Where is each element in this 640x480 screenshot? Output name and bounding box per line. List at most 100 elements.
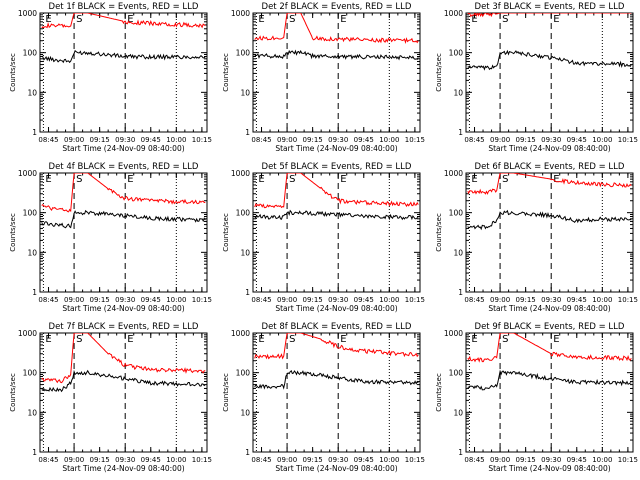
- x-tick-label: 09:45: [141, 456, 161, 464]
- y-tick-label: 10: [453, 408, 463, 417]
- marker-label: E: [45, 14, 51, 25]
- y-tick-label: 100: [236, 369, 251, 378]
- x-axis-label: Start Time (24-Nov-09 08:40:00): [275, 304, 397, 313]
- y-tick-label: 1: [245, 448, 250, 457]
- x-tick-label: 09:15: [90, 456, 110, 464]
- panel-2: Det 2f BLACK = Events, RED = LLD 1 10 100 10…: [222, 2, 425, 153]
- plot-frame: [465, 332, 634, 453]
- panel-9: Det 9f BLACK = Events, RED = LLD 1 10 100 10…: [435, 322, 638, 473]
- series-events-line: [41, 49, 206, 64]
- x-tick-label: 08:45: [251, 456, 271, 464]
- series-events-line: [467, 49, 632, 71]
- series-lld-line: [41, 333, 206, 384]
- y-tick-label: 1000: [444, 9, 463, 18]
- panel-title: Det 5f BLACK = Events, RED = LLD: [262, 162, 412, 172]
- panel-5: Det 5f BLACK = Events, RED = LLD 1 10 100 10…: [222, 162, 425, 313]
- panel-3: Det 3f BLACK = Events, RED = LLD 1 10 100 10…: [435, 2, 638, 153]
- marker-label: E: [45, 334, 51, 345]
- y-tick-label: 1000: [231, 9, 250, 18]
- x-tick-label: 08:45: [38, 296, 58, 304]
- series-group: [41, 173, 206, 229]
- y-tick-label: 1000: [18, 169, 37, 178]
- x-tick-label: 08:45: [464, 456, 484, 464]
- x-tick-label: 09:30: [541, 296, 561, 304]
- x-tick-label: 10:00: [166, 456, 186, 464]
- y-tick-label: 10: [240, 408, 250, 417]
- marker-label: E: [471, 334, 477, 345]
- x-tick-label: 10:00: [592, 296, 612, 304]
- y-tick-label: 100: [449, 49, 464, 58]
- x-tick-label: 09:15: [90, 296, 110, 304]
- plot-frame: [39, 332, 208, 453]
- x-tick-label: 09:00: [64, 136, 84, 144]
- series-lld-line: [467, 13, 632, 18]
- y-tick-label: 100: [449, 209, 464, 218]
- series-events-line: [41, 209, 206, 229]
- y-tick-label: 100: [449, 369, 464, 378]
- x-tick-label: 09:30: [541, 136, 561, 144]
- series-group: [41, 333, 206, 393]
- x-tick-label: 09:30: [328, 136, 348, 144]
- x-tick-label: 09:45: [567, 136, 587, 144]
- x-tick-label: 09:15: [516, 136, 536, 144]
- y-tick-label: 100: [23, 209, 38, 218]
- y-tick-label: 1000: [231, 169, 250, 178]
- plot-frame: [39, 12, 208, 133]
- series-group: [254, 13, 419, 61]
- y-tick-label: 1: [245, 128, 250, 137]
- marker-label: E: [553, 14, 559, 25]
- panel-title: Det 4f BLACK = Events, RED = LLD: [49, 162, 199, 172]
- marker-label: E: [127, 14, 133, 25]
- x-tick-label: 08:45: [251, 296, 271, 304]
- panel-8: Det 8f BLACK = Events, RED = LLD 1 10 100 10…: [222, 322, 425, 473]
- x-tick-label: 09:15: [90, 136, 110, 144]
- x-axis-label: Start Time (24-Nov-09 08:40:00): [62, 144, 184, 153]
- marker-label: S: [502, 334, 508, 345]
- x-tick-label: 10:15: [192, 456, 212, 464]
- plot-frame: [39, 172, 208, 293]
- x-tick-label: 09:45: [567, 456, 587, 464]
- panel-title: Det 9f BLACK = Events, RED = LLD: [475, 322, 625, 332]
- panel-title: Det 1f BLACK = Events, RED = LLD: [49, 2, 199, 12]
- y-tick-label: 10: [27, 408, 37, 417]
- y-axis-label: Counts/sec: [435, 53, 443, 92]
- y-tick-label: 100: [236, 209, 251, 218]
- x-tick-label: 08:45: [464, 296, 484, 304]
- panel-1: Det 1f BLACK = Events, RED = LLD 1 10 100 10…: [9, 2, 212, 153]
- series-group: [467, 333, 632, 391]
- x-tick-label: 10:00: [166, 296, 186, 304]
- x-tick-label: 10:15: [618, 136, 638, 144]
- y-tick-label: 1: [458, 128, 463, 137]
- y-tick-label: 100: [236, 49, 251, 58]
- y-tick-label: 10: [240, 248, 250, 257]
- y-axis-label: Counts/sec: [435, 373, 443, 412]
- marker-label: S: [289, 14, 295, 25]
- x-tick-label: 09:00: [64, 296, 84, 304]
- x-axis-label: Start Time (24-Nov-09 08:40:00): [488, 144, 610, 153]
- panel-title: Det 8f BLACK = Events, RED = LLD: [262, 322, 412, 332]
- series-lld-line: [467, 173, 632, 195]
- y-tick-label: 1: [458, 448, 463, 457]
- y-axis-label: Counts/sec: [222, 53, 230, 92]
- x-tick-label: 10:00: [592, 136, 612, 144]
- x-tick-label: 08:45: [464, 136, 484, 144]
- y-axis-label: Counts/sec: [9, 373, 17, 412]
- y-tick-label: 1000: [18, 9, 37, 18]
- y-axis-label: Counts/sec: [9, 213, 17, 252]
- x-axis-label: Start Time (24-Nov-09 08:40:00): [488, 464, 610, 473]
- marker-label: S: [76, 14, 82, 25]
- x-tick-label: 10:00: [166, 136, 186, 144]
- marker-label: E: [340, 14, 346, 25]
- y-axis-label: Counts/sec: [9, 53, 17, 92]
- series-lld-line: [41, 173, 206, 213]
- series-lld-line: [254, 333, 419, 360]
- x-tick-label: 09:00: [490, 456, 510, 464]
- series-group: [467, 13, 632, 71]
- y-tick-label: 1000: [444, 169, 463, 178]
- x-tick-label: 09:00: [277, 456, 297, 464]
- y-tick-label: 100: [23, 369, 38, 378]
- series-events-line: [254, 369, 419, 390]
- series-lld-line: [254, 173, 419, 209]
- panel-title: Det 6f BLACK = Events, RED = LLD: [475, 162, 625, 172]
- y-tick-label: 1: [245, 288, 250, 297]
